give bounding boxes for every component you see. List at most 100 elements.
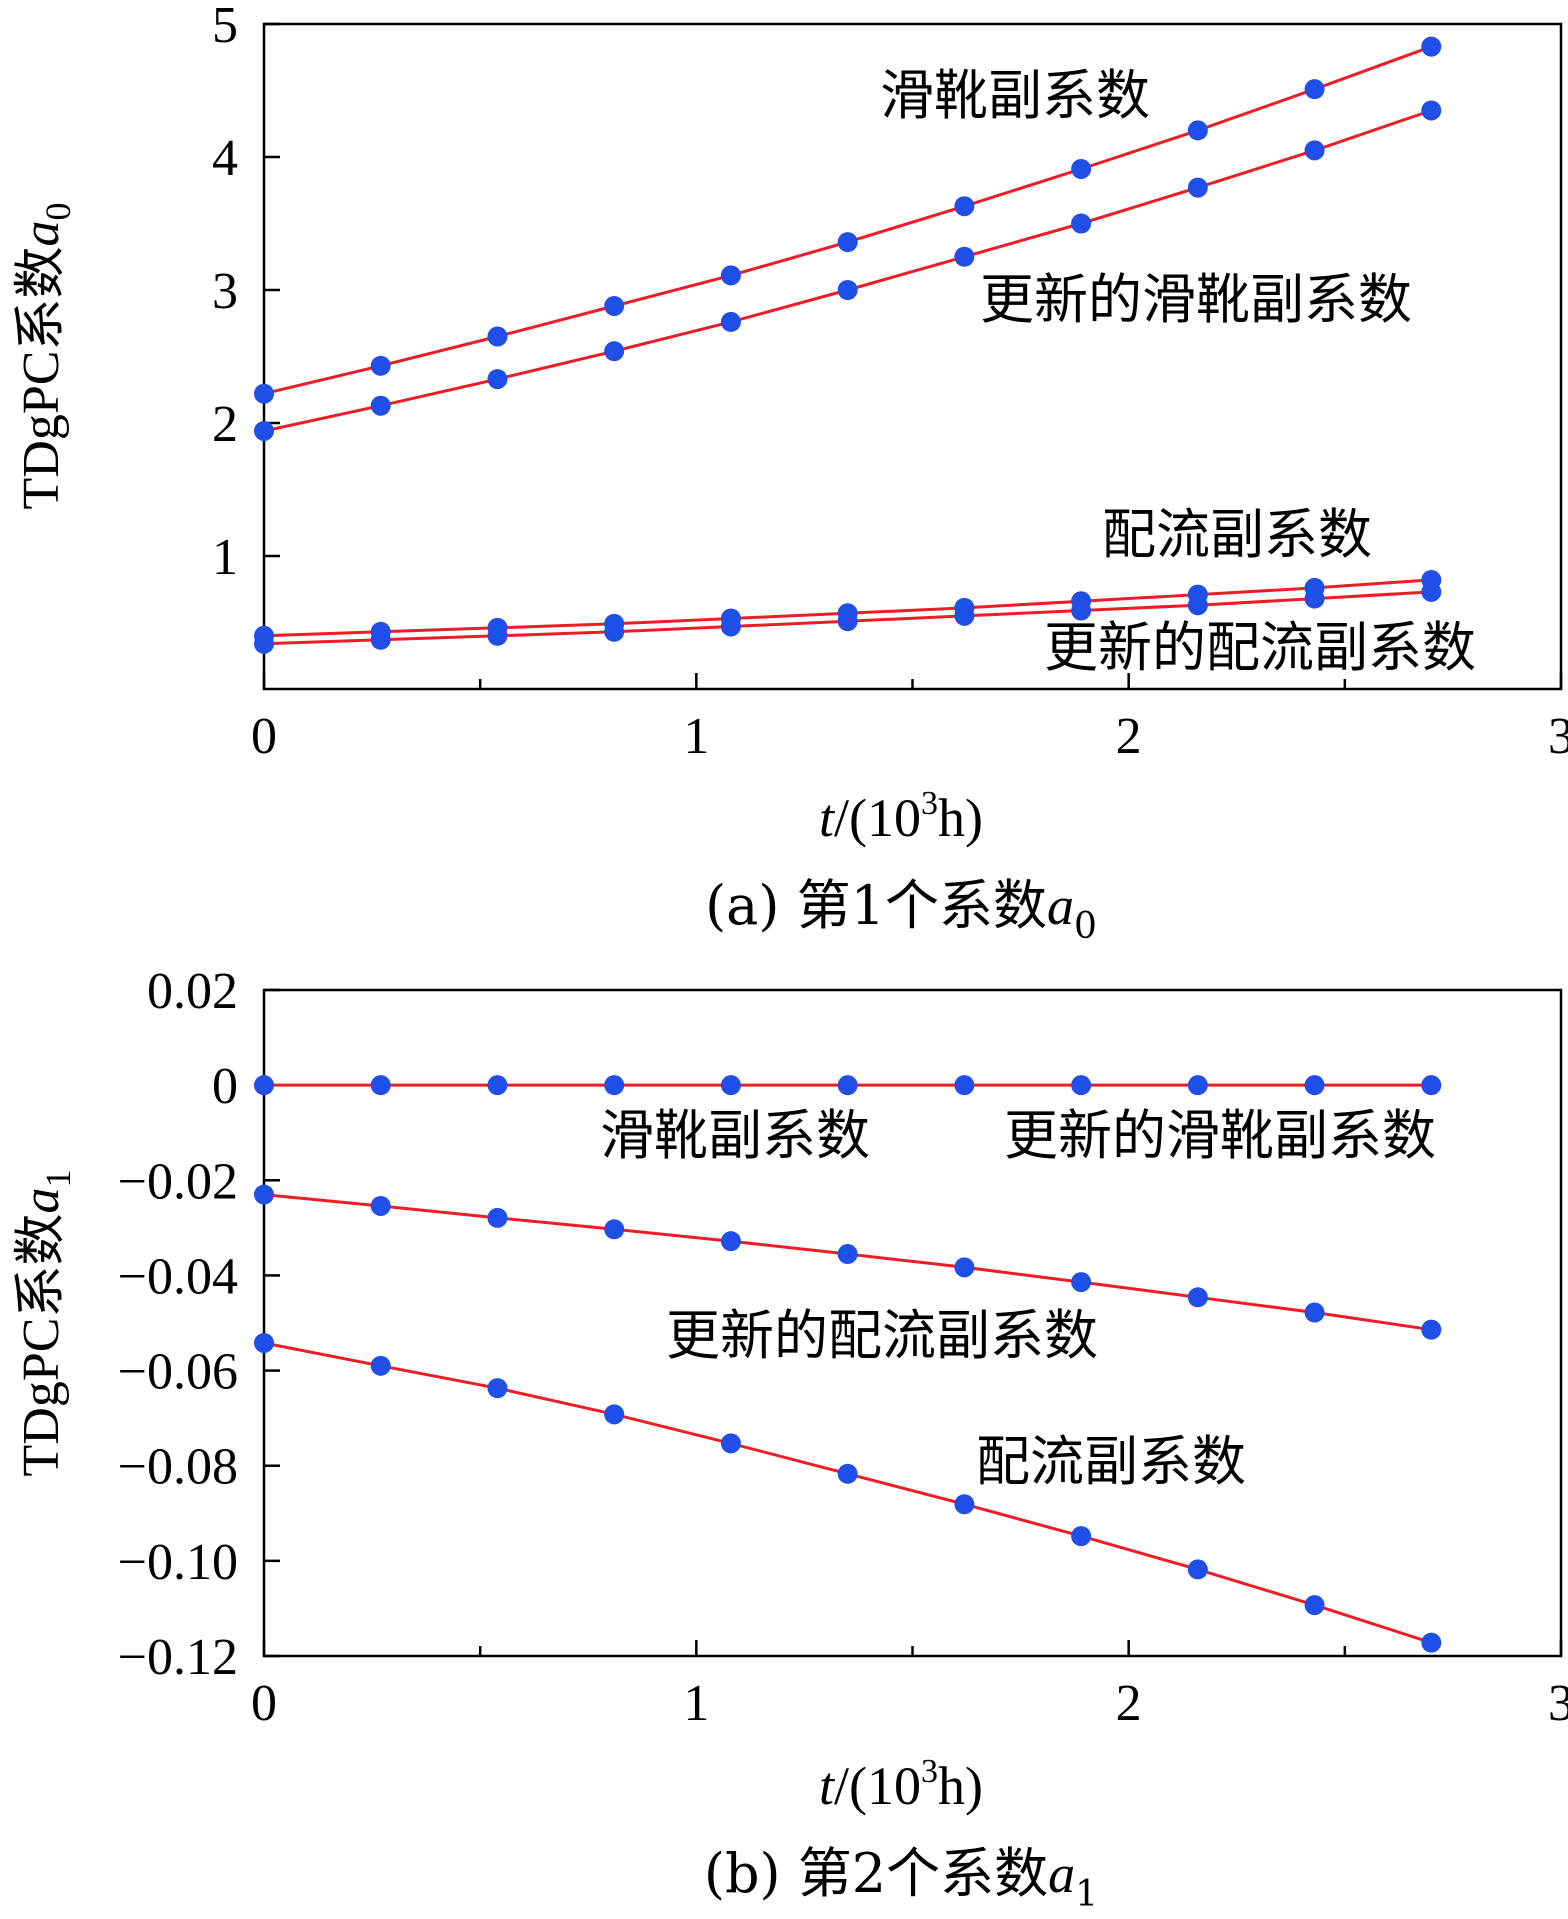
panel-b-ticks [262, 988, 1563, 1658]
point-a-3-7 [1071, 600, 1092, 621]
point-b-2-0 [254, 1332, 274, 1353]
series-line-a-0 [263, 45, 1432, 396]
point-a-0-0 [254, 383, 274, 404]
ytick-label-a-1: 2 [212, 396, 238, 453]
point-b-0-1 [370, 1075, 391, 1096]
xtick-label-a-2: 2 [1116, 708, 1142, 765]
ytick-label-a-3: 4 [212, 130, 238, 187]
point-a-0-3 [604, 295, 625, 316]
panel-b-xlabel-var: t [819, 1756, 836, 1816]
point-b-1-4 [720, 1231, 741, 1252]
point-a-3-8 [1187, 595, 1208, 616]
panel-b-annotation-updated-valve: 更新的配流副系数 [666, 1304, 1098, 1367]
point-b-2-7 [1071, 1526, 1092, 1547]
point-b-0-3 [604, 1075, 625, 1096]
point-a-3-5 [837, 611, 858, 632]
point-b-2-9 [1304, 1595, 1325, 1616]
point-a-0-8 [1187, 120, 1208, 141]
point-b-0-7 [1071, 1075, 1092, 1096]
panel-a-xlabel-var: t [819, 788, 836, 848]
point-b-0-5 [837, 1075, 858, 1096]
xtick-label-b-1: 1 [683, 1675, 709, 1732]
point-b-2-3 [604, 1404, 625, 1425]
point-a-1-5 [837, 280, 858, 300]
ytick-label-a-2: 3 [212, 263, 238, 320]
panel-a-series [254, 36, 1442, 654]
point-a-3-1 [370, 629, 391, 650]
panel-a-xlabel: t/(103h) [819, 785, 983, 848]
point-b-1-0 [254, 1184, 274, 1205]
panel-b-caption: (b) 第2个系数a1 [704, 1842, 1098, 1915]
point-b-0-8 [1187, 1075, 1208, 1096]
panel-a-caption-prefix: (a) 第1个系数 [705, 874, 1047, 937]
point-a-3-4 [720, 616, 741, 637]
panel-b-ylabel-var: a [13, 1188, 70, 1214]
point-a-3-6 [954, 605, 975, 626]
panel-a-caption: (a) 第1个系数a0 [705, 874, 1097, 947]
point-a-0-4 [720, 265, 741, 286]
panel-a-annotation-valve: 配流副系数 [1102, 503, 1372, 566]
point-a-3-2 [487, 625, 508, 646]
panel-b-xlabel-rest1: /(10 [834, 1756, 921, 1816]
panel-a-caption-sub: 0 [1074, 906, 1097, 947]
point-b-1-2 [487, 1207, 508, 1228]
point-a-3-10 [1421, 581, 1442, 602]
point-a-0-7 [1071, 158, 1092, 179]
ytick-label-b-5: −0.08 [118, 1439, 238, 1496]
panel-a-annotation-updated-slipper: 更新的滑靴副系数 [980, 268, 1412, 331]
point-a-1-10 [1421, 100, 1442, 121]
point-b-1-1 [370, 1195, 391, 1216]
point-a-0-5 [837, 232, 858, 253]
panel-a-ylabel-sub: 0 [38, 203, 78, 221]
point-b-2-10 [1421, 1632, 1442, 1653]
point-a-1-0 [254, 420, 274, 441]
xtick-label-b-2: 2 [1116, 1675, 1142, 1732]
panel-b-tick-labels: 0 1 2 3 0.02 0 −0.02 −0.04 −0.06 −0.08 −0.10 −0.12 [118, 963, 1568, 1732]
panel-b-xlabel: t/(103h) [819, 1753, 983, 1816]
ytick-label-b-3: −0.04 [118, 1248, 238, 1305]
ytick-label-b-2: −0.02 [118, 1153, 238, 1210]
panel-b-caption-prefix: (b) 第2个系数 [704, 1842, 1048, 1905]
xtick-label-a-0: 0 [251, 708, 277, 765]
panel-b-annotation-valve: 配流副系数 [976, 1430, 1246, 1493]
ytick-label-a-4: 5 [212, 0, 238, 54]
panel-b: 0 1 2 30.020−0.02−0.04−0.06−0.08−0.10−0.12 … [13, 963, 1568, 1915]
point-a-0-1 [370, 355, 391, 376]
ytick-label-b-7: −0.12 [118, 1629, 238, 1686]
point-b-1-10 [1421, 1319, 1442, 1340]
point-b-2-6 [954, 1494, 975, 1515]
point-b-0-2 [487, 1075, 508, 1096]
point-a-0-9 [1304, 79, 1325, 100]
ytick-label-b-6: −0.10 [118, 1534, 238, 1591]
panel-a-ylabel: TDgPC系数a0 [13, 203, 78, 510]
point-a-0-10 [1421, 36, 1442, 57]
point-a-1-3 [604, 341, 625, 362]
point-b-2-5 [837, 1463, 858, 1484]
point-b-1-6 [954, 1257, 975, 1278]
point-b-0-9 [1304, 1075, 1325, 1096]
point-b-1-7 [1071, 1272, 1092, 1293]
point-a-1-6 [954, 246, 975, 267]
point-b-2-8 [1187, 1559, 1208, 1580]
panel-b-annotation-updated-slipper: 更新的滑靴副系数 [1004, 1104, 1436, 1167]
point-b-0-10 [1421, 1075, 1442, 1096]
panel-b-ylabel-prefix: TDgPC系数 [13, 1214, 70, 1477]
point-a-3-0 [254, 633, 274, 654]
ytick-label-b-0: 0.02 [147, 963, 238, 1020]
series-line-b-2 [263, 1341, 1432, 1645]
point-a-0-6 [954, 196, 975, 217]
panel-a-ylabel-var: a [13, 221, 70, 247]
point-b-1-5 [837, 1244, 858, 1265]
panel-b-xlabel-sup: 3 [921, 1753, 938, 1790]
xtick-label-b-0: 0 [251, 1675, 277, 1732]
point-b-2-2 [487, 1378, 508, 1399]
panel-a-annotation-updated-valve: 更新的配流副系数 [1044, 616, 1476, 679]
point-b-1-9 [1304, 1302, 1325, 1323]
panel-a-ticks [262, 22, 1563, 689]
panel-a-xlabel-rest1: /(10 [834, 788, 921, 848]
panel-a-tick-labels: 0 1 2 3 1 2 3 4 5 [212, 0, 1568, 765]
xtick-label-a-1: 1 [683, 708, 709, 765]
point-b-2-1 [370, 1355, 391, 1376]
xtick-label-b-3: 3 [1548, 1675, 1568, 1732]
